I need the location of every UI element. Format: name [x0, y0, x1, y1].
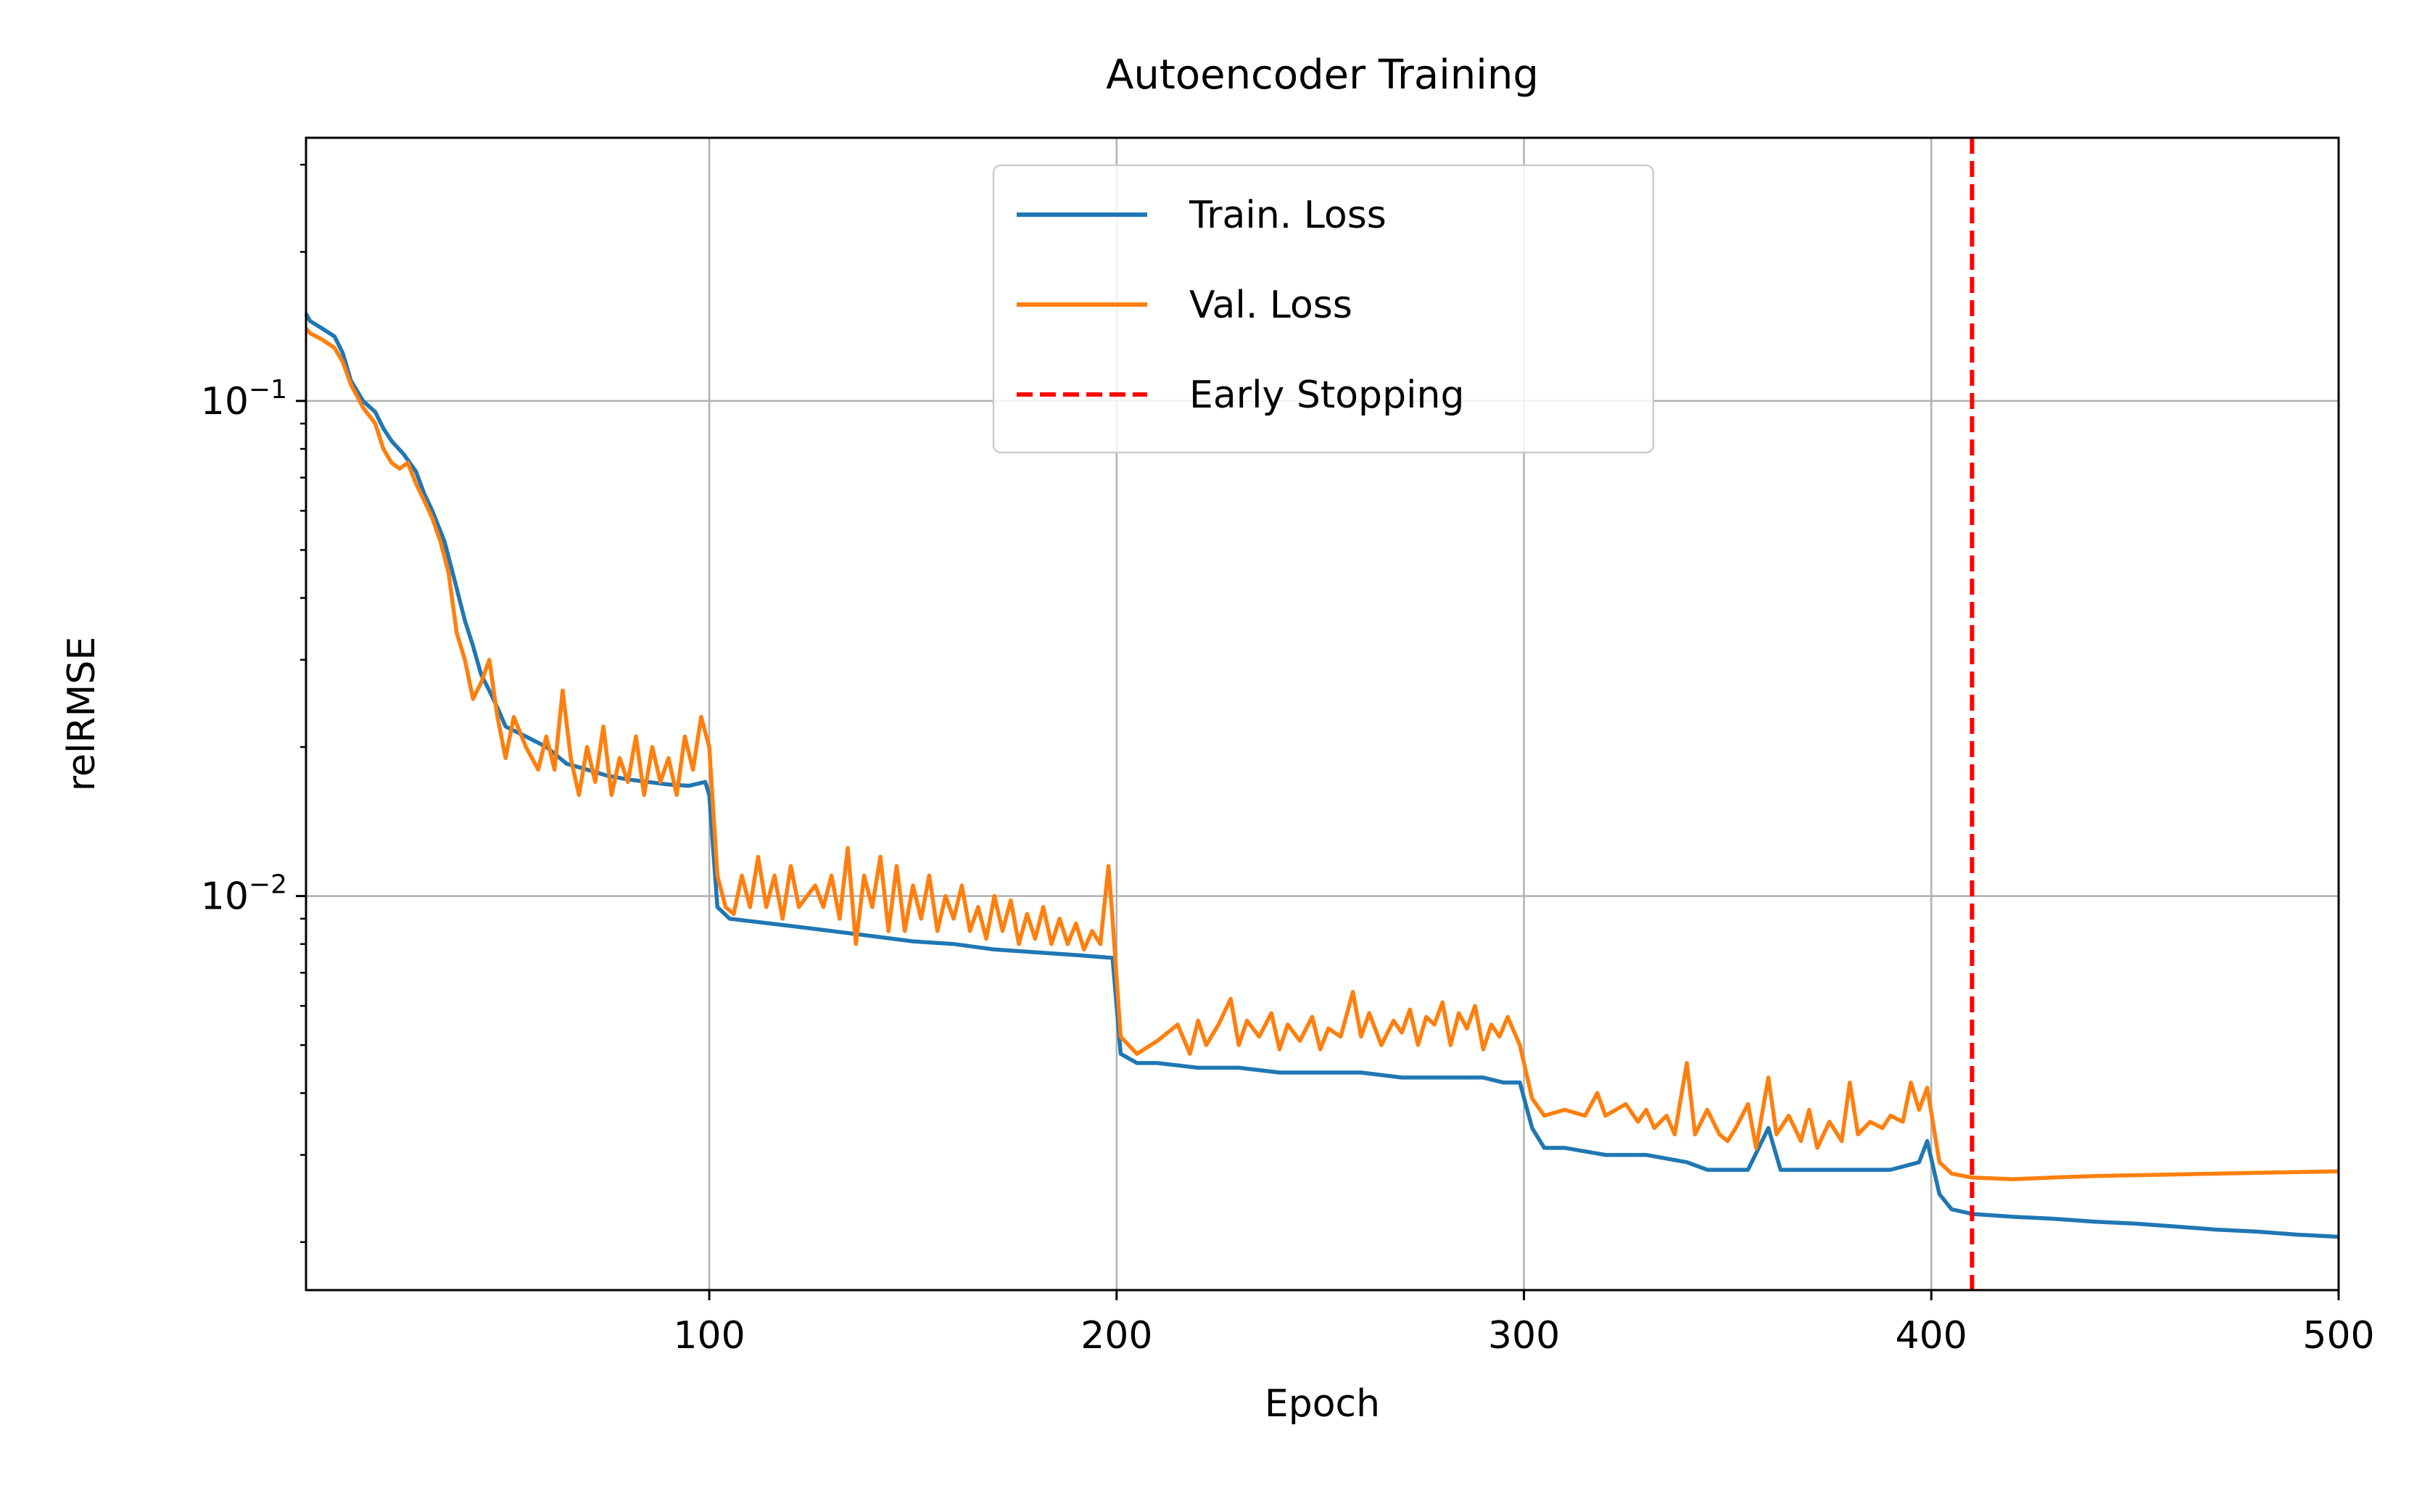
legend-label-0: Train. Loss	[1189, 194, 1386, 237]
legend-box	[992, 164, 1655, 454]
series-line-1	[304, 327, 2339, 1181]
x-tick-label: 100	[673, 1314, 745, 1358]
y-tick-label: 10−2	[201, 870, 287, 919]
x-tick-label: 300	[1488, 1314, 1560, 1358]
plot-lines	[304, 138, 2339, 1290]
x-axis-label: Epoch	[1265, 1382, 1380, 1426]
legend: Train. Loss Val. Loss Early Stopping	[992, 164, 1655, 454]
y-tick-label: 10−1	[201, 375, 287, 424]
legend-label-1: Val. Loss	[1189, 284, 1352, 327]
chart-title: Autoencoder Training	[1106, 51, 1539, 99]
axis-ticks: 100 200 300 400 500 10−1 10−2	[201, 163, 2375, 1358]
x-tick-label: 200	[1080, 1314, 1152, 1358]
legend-label-2: Early Stopping	[1189, 373, 1465, 417]
axes-frame	[305, 136, 2340, 1292]
y-axis-label: relRMSE	[60, 637, 104, 792]
x-tick-label: 400	[1896, 1314, 1967, 1358]
series-line-0	[304, 313, 2339, 1239]
x-tick-label: 500	[2302, 1314, 2374, 1358]
